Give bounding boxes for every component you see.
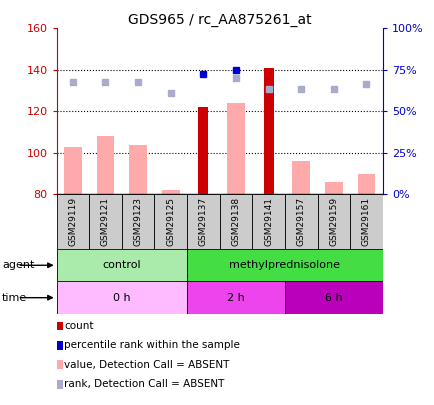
Bar bbox=[219, 194, 252, 249]
Text: GSM29123: GSM29123 bbox=[133, 197, 142, 246]
Text: time: time bbox=[2, 293, 27, 303]
Bar bbox=[317, 194, 349, 249]
Text: GSM29159: GSM29159 bbox=[329, 197, 338, 246]
Title: GDS965 / rc_AA875261_at: GDS965 / rc_AA875261_at bbox=[128, 13, 311, 27]
Bar bbox=[349, 194, 382, 249]
Text: rank, Detection Call = ABSENT: rank, Detection Call = ABSENT bbox=[64, 379, 224, 389]
Bar bbox=[96, 136, 114, 194]
Text: GSM29141: GSM29141 bbox=[263, 197, 273, 246]
Text: GSM29137: GSM29137 bbox=[198, 197, 207, 246]
Bar bbox=[187, 249, 382, 281]
Text: GSM29157: GSM29157 bbox=[296, 197, 305, 246]
Text: GSM29119: GSM29119 bbox=[68, 197, 77, 246]
Bar bbox=[187, 281, 284, 314]
Bar bbox=[324, 182, 342, 194]
Text: GSM29121: GSM29121 bbox=[101, 197, 110, 246]
Bar bbox=[56, 249, 187, 281]
Bar bbox=[284, 281, 382, 314]
Bar bbox=[284, 194, 317, 249]
Bar bbox=[252, 194, 284, 249]
Text: count: count bbox=[64, 321, 93, 331]
Text: agent: agent bbox=[2, 260, 34, 270]
Bar bbox=[56, 194, 89, 249]
Text: value, Detection Call = ABSENT: value, Detection Call = ABSENT bbox=[64, 360, 229, 370]
Text: 6 h: 6 h bbox=[324, 293, 342, 303]
Bar bbox=[357, 174, 375, 194]
Bar bbox=[56, 281, 187, 314]
Bar bbox=[129, 145, 147, 194]
Text: GSM29125: GSM29125 bbox=[166, 197, 175, 246]
Bar bbox=[198, 107, 208, 194]
Bar bbox=[161, 190, 179, 194]
Bar bbox=[227, 103, 244, 194]
Bar bbox=[154, 194, 187, 249]
Text: 0 h: 0 h bbox=[113, 293, 130, 303]
Text: GSM29161: GSM29161 bbox=[361, 197, 370, 246]
Bar bbox=[187, 194, 219, 249]
Text: percentile rank within the sample: percentile rank within the sample bbox=[64, 341, 240, 350]
Bar bbox=[64, 147, 82, 194]
Text: control: control bbox=[102, 260, 141, 270]
Text: methylprednisolone: methylprednisolone bbox=[229, 260, 340, 270]
Bar bbox=[122, 194, 154, 249]
Bar bbox=[89, 194, 122, 249]
Bar bbox=[292, 161, 309, 194]
Text: GSM29138: GSM29138 bbox=[231, 197, 240, 246]
Bar bbox=[263, 68, 273, 194]
Text: 2 h: 2 h bbox=[227, 293, 244, 303]
